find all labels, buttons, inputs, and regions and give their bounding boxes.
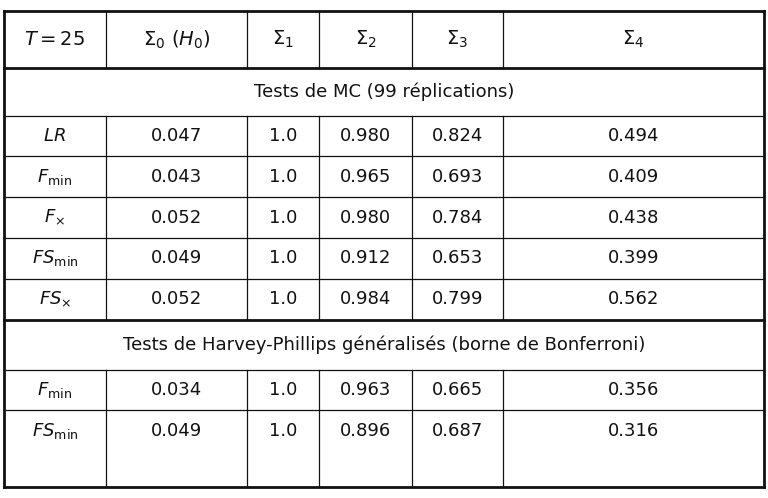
Text: $\Sigma_3$: $\Sigma_3$ xyxy=(446,29,468,50)
Text: 0.824: 0.824 xyxy=(432,127,483,145)
Text: 1.0: 1.0 xyxy=(270,290,297,308)
Text: $\Sigma_4$: $\Sigma_4$ xyxy=(622,29,645,50)
Text: 1.0: 1.0 xyxy=(270,209,297,227)
Text: 0.562: 0.562 xyxy=(608,290,659,308)
Text: 1.0: 1.0 xyxy=(270,381,297,399)
Text: $\Sigma_0\ (H_0)$: $\Sigma_0\ (H_0)$ xyxy=(143,28,210,51)
Text: 0.399: 0.399 xyxy=(607,249,660,267)
Text: $FS_{\times}$: $FS_{\times}$ xyxy=(38,290,71,309)
Text: 0.047: 0.047 xyxy=(151,127,202,145)
Text: 0.049: 0.049 xyxy=(151,422,202,440)
Text: 0.043: 0.043 xyxy=(151,168,202,186)
Text: 0.438: 0.438 xyxy=(608,209,659,227)
Text: $LR$: $LR$ xyxy=(44,127,66,145)
Text: 0.984: 0.984 xyxy=(340,290,391,308)
Text: 0.316: 0.316 xyxy=(608,422,659,440)
Text: 0.052: 0.052 xyxy=(151,209,202,227)
Text: 0.799: 0.799 xyxy=(432,290,483,308)
Text: 0.965: 0.965 xyxy=(340,168,391,186)
Text: 0.049: 0.049 xyxy=(151,249,202,267)
Text: $\Sigma_1$: $\Sigma_1$ xyxy=(273,29,294,50)
Text: 1.0: 1.0 xyxy=(270,127,297,145)
Text: 0.912: 0.912 xyxy=(340,249,391,267)
Text: Tests de Harvey-Phillips généralisés (borne de Bonferroni): Tests de Harvey-Phillips généralisés (bo… xyxy=(123,335,645,354)
Text: 0.494: 0.494 xyxy=(607,127,660,145)
Text: 0.409: 0.409 xyxy=(608,168,659,186)
Text: $FS_{\mathrm{min}}$: $FS_{\mathrm{min}}$ xyxy=(31,249,78,268)
Text: 0.356: 0.356 xyxy=(608,381,659,399)
Text: $FS_{\mathrm{min}}$: $FS_{\mathrm{min}}$ xyxy=(31,421,78,441)
Text: 0.653: 0.653 xyxy=(432,249,483,267)
Text: $\Sigma_2$: $\Sigma_2$ xyxy=(355,29,376,50)
Text: 0.693: 0.693 xyxy=(432,168,483,186)
Text: 0.980: 0.980 xyxy=(340,209,391,227)
Text: 0.687: 0.687 xyxy=(432,422,483,440)
Text: $F_{\times}$: $F_{\times}$ xyxy=(45,208,65,227)
Text: 0.034: 0.034 xyxy=(151,381,202,399)
Text: 0.980: 0.980 xyxy=(340,127,391,145)
Text: 1.0: 1.0 xyxy=(270,422,297,440)
Text: 0.784: 0.784 xyxy=(432,209,483,227)
Text: $F_{\mathrm{min}}$: $F_{\mathrm{min}}$ xyxy=(38,380,72,400)
Text: 0.052: 0.052 xyxy=(151,290,202,308)
Text: 0.665: 0.665 xyxy=(432,381,483,399)
Text: 1.0: 1.0 xyxy=(270,168,297,186)
Text: $F_{\mathrm{min}}$: $F_{\mathrm{min}}$ xyxy=(38,167,72,187)
Text: 0.963: 0.963 xyxy=(340,381,391,399)
Text: 0.896: 0.896 xyxy=(340,422,391,440)
Text: $T = 25$: $T = 25$ xyxy=(25,30,85,49)
Text: Tests de MC (99 réplications): Tests de MC (99 réplications) xyxy=(253,83,515,101)
Text: 1.0: 1.0 xyxy=(270,249,297,267)
